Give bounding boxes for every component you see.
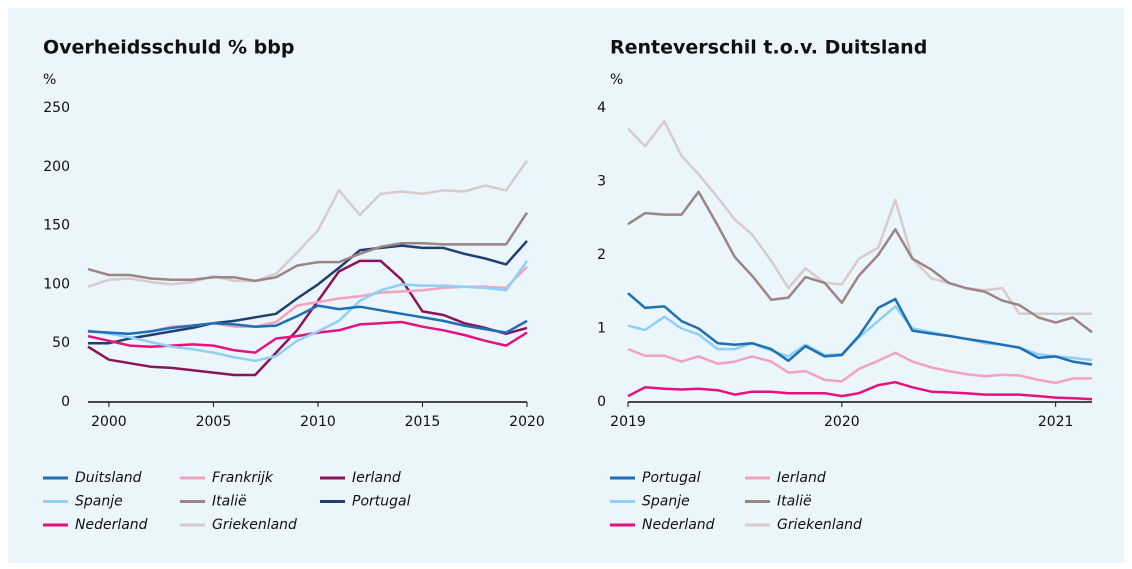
y-tick-label: 100 <box>43 276 70 292</box>
y-tick-label: 50 <box>52 335 70 351</box>
y-tick-label: 3 <box>597 174 606 190</box>
x-tick-label: 2015 <box>405 414 441 430</box>
y-tick-label: 150 <box>43 218 70 234</box>
series-line <box>627 380 1093 401</box>
legend-label: Italië <box>212 494 247 510</box>
y-tick-label: 0 <box>61 394 70 410</box>
y-tick-label: 0 <box>597 394 606 410</box>
series-line <box>87 320 528 354</box>
legend-label: Griekenland <box>777 517 862 533</box>
legend-label: Spanje <box>642 494 690 510</box>
x-tick-label: 2019 <box>610 414 646 430</box>
x-tick-label: 2005 <box>196 414 232 430</box>
chart-title: Overheidsschuld % bbp <box>43 37 294 59</box>
legend-label: Ierland <box>352 470 401 486</box>
legend-label: Griekenland <box>212 517 297 533</box>
series-line <box>87 160 529 288</box>
legend-label: Ierland <box>777 470 826 486</box>
series-line <box>87 212 529 283</box>
y-axis-label: % <box>43 72 56 88</box>
legend-label: Nederland <box>642 517 715 533</box>
x-tick-label: 2010 <box>300 414 336 430</box>
chart-title: Renteverschil t.o.v. Duitsland <box>610 37 927 59</box>
y-tick-label: 2 <box>597 247 606 263</box>
series-line <box>87 260 529 363</box>
series-line <box>627 119 1092 316</box>
x-tick-label: 2021 <box>1038 414 1074 430</box>
series-line <box>627 292 1093 366</box>
legend-label: Portugal <box>352 494 411 510</box>
y-axis-label: % <box>610 72 623 88</box>
y-tick-label: 250 <box>43 100 70 116</box>
legend-label: Spanje <box>75 494 123 510</box>
series-line <box>627 190 1093 334</box>
x-tick-label: 2020 <box>824 414 860 430</box>
x-tick-label: 2000 <box>91 414 127 430</box>
legend-label: Portugal <box>642 470 701 486</box>
series-line <box>627 347 1092 385</box>
legend-label: Duitsland <box>75 470 142 486</box>
panel <box>8 8 1124 563</box>
legend-label: Nederland <box>75 517 148 533</box>
y-tick-label: 4 <box>597 100 606 116</box>
y-tick-label: 200 <box>43 159 70 175</box>
series-line <box>88 240 528 345</box>
x-tick-label: 2020 <box>509 414 545 430</box>
legend-label: Italië <box>777 494 812 510</box>
series-line <box>87 304 528 336</box>
y-tick-label: 1 <box>597 321 606 337</box>
legend-label: Frankrijk <box>212 470 274 486</box>
series-line <box>87 259 528 377</box>
